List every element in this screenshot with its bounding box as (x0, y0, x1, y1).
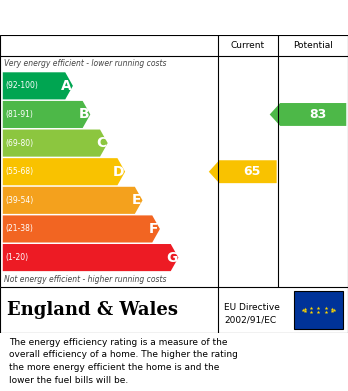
Polygon shape (3, 244, 179, 271)
Text: (55-68): (55-68) (5, 167, 33, 176)
Text: A: A (61, 79, 72, 93)
Text: 83: 83 (309, 108, 326, 121)
Polygon shape (3, 215, 160, 242)
Polygon shape (3, 101, 90, 128)
Polygon shape (3, 158, 125, 185)
Text: B: B (79, 108, 89, 122)
Polygon shape (3, 72, 73, 99)
Text: (69-80): (69-80) (5, 138, 33, 147)
Bar (294, 291, 343, 329)
Polygon shape (209, 160, 277, 183)
Text: Not energy efficient - higher running costs: Not energy efficient - higher running co… (4, 275, 167, 284)
Text: Potential: Potential (293, 41, 333, 50)
Text: (21-38): (21-38) (5, 224, 33, 233)
Text: (1-20): (1-20) (5, 253, 28, 262)
Polygon shape (3, 129, 108, 157)
Text: (81-91): (81-91) (5, 110, 33, 119)
Text: E: E (132, 193, 141, 207)
Polygon shape (3, 187, 143, 214)
Text: (92-100): (92-100) (5, 81, 38, 90)
Text: 65: 65 (244, 165, 261, 178)
Text: Current: Current (231, 41, 265, 50)
Text: EU Directive: EU Directive (224, 303, 280, 312)
Text: The energy efficiency rating is a measure of the
overall efficiency of a home. T: The energy efficiency rating is a measur… (9, 338, 238, 385)
Text: D: D (113, 165, 125, 179)
Text: C: C (96, 136, 106, 150)
Text: England & Wales: England & Wales (7, 301, 178, 319)
Text: Very energy efficient - lower running costs: Very energy efficient - lower running co… (4, 59, 167, 68)
Text: Energy Efficiency Rating: Energy Efficiency Rating (9, 10, 219, 25)
Text: F: F (149, 222, 158, 236)
Text: (39-54): (39-54) (5, 196, 33, 205)
Text: 2002/91/EC: 2002/91/EC (224, 316, 277, 325)
Text: G: G (166, 251, 178, 265)
Polygon shape (270, 103, 346, 126)
